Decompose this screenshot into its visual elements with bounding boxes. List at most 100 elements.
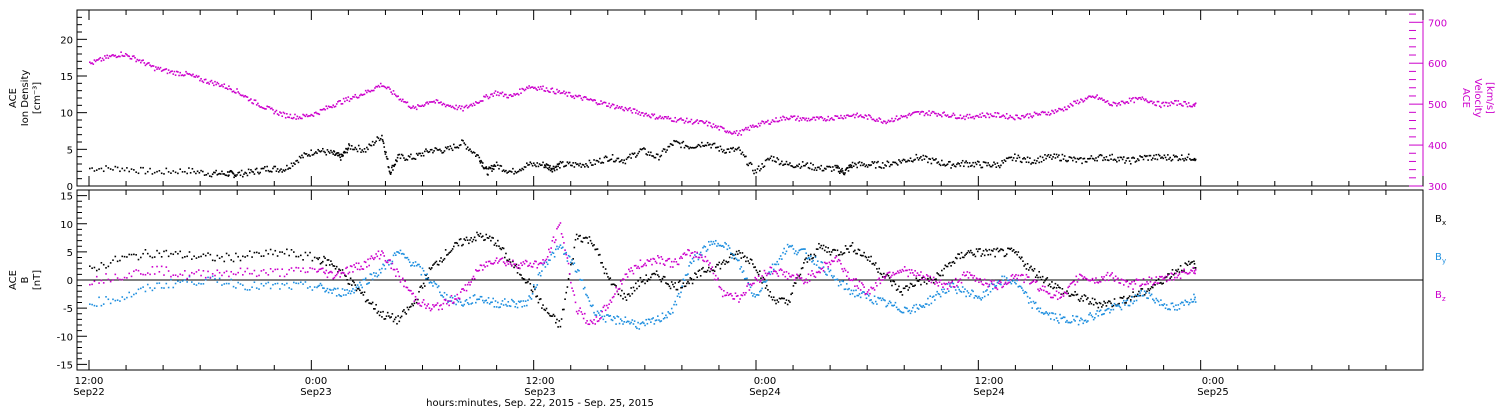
data-point — [514, 263, 517, 266]
data-point — [946, 265, 949, 268]
data-point — [539, 85, 542, 88]
data-point — [427, 303, 430, 305]
data-point — [260, 106, 263, 108]
data-point — [532, 87, 535, 89]
data-point — [927, 297, 929, 300]
data-point — [669, 313, 672, 315]
data-point — [1051, 312, 1053, 314]
data-point — [675, 121, 678, 123]
data-point — [519, 267, 521, 270]
data-point — [601, 310, 603, 313]
data-point — [119, 55, 121, 58]
data-point — [1078, 319, 1081, 322]
data-point — [109, 280, 112, 283]
data-point — [701, 254, 703, 256]
data-point — [609, 299, 612, 302]
data-point — [149, 287, 151, 289]
data-point — [848, 166, 851, 169]
data-point — [697, 256, 700, 259]
data-point — [1153, 101, 1155, 103]
data-point — [1065, 159, 1067, 162]
data-point — [638, 285, 641, 288]
data-point — [880, 121, 883, 123]
data-point — [1112, 277, 1115, 279]
data-point — [1106, 301, 1109, 304]
data-point — [530, 86, 533, 89]
data-point — [473, 236, 476, 239]
data-point — [414, 106, 417, 108]
data-point — [930, 162, 933, 165]
data-point — [1030, 265, 1032, 268]
data-point — [1062, 109, 1065, 112]
data-point — [1129, 283, 1132, 285]
data-point — [634, 325, 637, 328]
data-point — [607, 276, 609, 278]
data-point — [281, 268, 284, 270]
data-point — [1027, 302, 1030, 304]
data-point — [615, 106, 617, 109]
data-point — [912, 160, 914, 163]
data-point — [450, 294, 453, 297]
data-point — [914, 158, 916, 161]
data-point — [918, 304, 921, 306]
data-point — [556, 163, 559, 166]
data-point — [420, 273, 423, 276]
data-point — [801, 117, 804, 119]
data-point — [949, 160, 951, 163]
data-point — [950, 286, 952, 288]
data-point — [128, 291, 131, 294]
data-point — [1100, 97, 1103, 100]
data-point — [1125, 101, 1127, 104]
data-point — [736, 259, 739, 262]
data-point — [771, 263, 774, 266]
data-point — [708, 264, 710, 266]
data-point — [985, 116, 987, 119]
data-point — [465, 298, 468, 301]
data-point — [930, 278, 933, 281]
data-point — [357, 262, 360, 265]
data-point — [1141, 283, 1144, 285]
data-point — [1089, 95, 1091, 98]
data-point — [557, 326, 559, 328]
data-point — [888, 300, 891, 303]
data-point — [663, 148, 666, 151]
data-point — [441, 152, 443, 154]
data-point — [401, 98, 404, 101]
data-point — [420, 285, 423, 287]
data-point — [556, 88, 558, 91]
data-point — [572, 290, 574, 292]
data-point — [450, 106, 453, 109]
data-point — [384, 86, 387, 89]
data-point — [1055, 317, 1058, 319]
data-point — [1104, 158, 1107, 161]
data-point — [170, 275, 172, 278]
data-point — [191, 258, 193, 260]
data-point — [1155, 153, 1158, 156]
data-point — [1052, 312, 1054, 315]
data-point — [887, 271, 890, 274]
data-point — [958, 117, 960, 119]
data-point — [961, 117, 964, 119]
data-point — [976, 160, 979, 163]
data-point — [949, 283, 951, 285]
data-point — [828, 250, 831, 253]
data-point — [820, 268, 823, 270]
data-point — [883, 120, 885, 122]
data-point — [951, 164, 954, 166]
data-point — [863, 286, 865, 288]
data-point — [974, 255, 977, 258]
data-point — [554, 321, 557, 324]
data-point — [1004, 281, 1007, 284]
data-point — [972, 254, 974, 256]
data-point — [1095, 277, 1097, 279]
data-point — [1107, 279, 1110, 282]
data-point — [1014, 153, 1016, 156]
data-point — [348, 283, 351, 285]
time-label-4: 12:00 — [975, 376, 1004, 387]
data-point — [681, 286, 683, 289]
data-point — [688, 147, 690, 150]
data-point — [941, 159, 943, 162]
data-point — [466, 146, 469, 149]
data-point — [293, 251, 295, 253]
data-point — [770, 296, 773, 298]
